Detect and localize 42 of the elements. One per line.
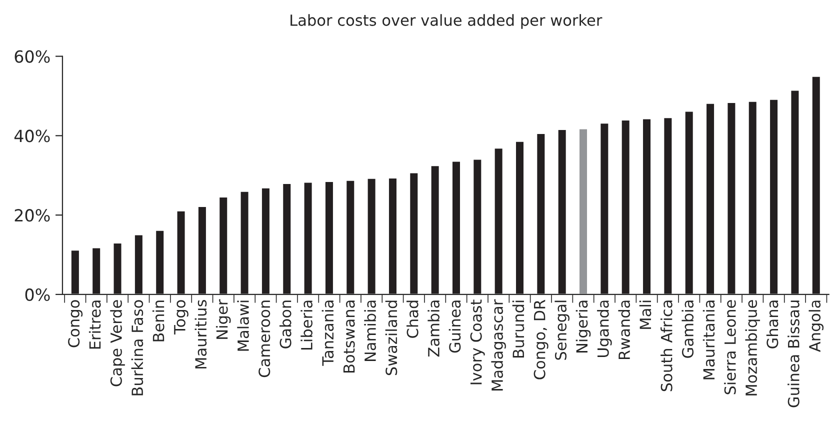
y-tick-label: 40% — [14, 130, 50, 142]
x-tick-label: Mauritius — [194, 300, 207, 368]
x-tick-label: Uganda — [597, 300, 612, 357]
x-tick-label: Ghana — [766, 300, 778, 348]
x-tick-label: Swaziland — [385, 300, 398, 376]
x-tick-label: Guinea — [448, 300, 461, 353]
bar — [578, 128, 588, 294]
x-tick-label: South Africa — [660, 300, 672, 392]
x-tick-label: Liberia — [300, 300, 312, 350]
x-tick-label: Ivory Coast — [470, 300, 485, 384]
x-tick-label: Cape Verde — [110, 300, 125, 386]
y-tick-label: 20% — [14, 209, 50, 222]
x-tick-label: Eritrea — [88, 300, 101, 349]
x-tick-label: Cameroon — [258, 300, 270, 378]
x-tick-label: Senegal — [554, 300, 570, 360]
x-tick-label: Mozambique — [745, 300, 760, 396]
chart-title: Labor costs over value added per worker — [290, 14, 602, 29]
x-tick-label: Zambia — [428, 300, 440, 357]
x-tick-label: Sierra Leone — [724, 300, 736, 394]
x-tick-label: Congo, DR — [534, 300, 548, 380]
x-tick-label: Botswana — [343, 300, 355, 372]
x-tick-label: Mauritania — [702, 300, 715, 380]
x-tick-label: Guinea Bissau — [788, 300, 800, 408]
x-tick-label: Rwanda — [618, 300, 630, 360]
x-tick-label: Benin — [152, 300, 164, 342]
x-tick-label: Tanzania — [322, 300, 334, 366]
x-tick-label: Chad — [406, 300, 418, 338]
y-tick-label: 60% — [14, 50, 50, 63]
x-tick-label: Nigeria — [576, 300, 591, 352]
x-tick-label: Madagascar — [491, 299, 506, 390]
x-tick-label: Mali — [639, 300, 652, 329]
x-tick-label: Burkina Faso — [131, 300, 144, 396]
x-tick-label: Malawi — [237, 300, 249, 351]
x-tick-label: Gabon — [279, 300, 292, 348]
x-tick-label: Burundi — [512, 300, 524, 358]
x-tick-label: Gambia — [682, 300, 694, 358]
x-tick-label: Namibia — [364, 300, 376, 362]
y-tick-label: 0% — [25, 288, 50, 302]
x-tick-label: Togo — [174, 300, 188, 334]
x-tick-label: Angola — [808, 300, 824, 352]
x-tick-label: Congo — [68, 300, 83, 348]
x-tick-label: Niger — [216, 299, 231, 339]
